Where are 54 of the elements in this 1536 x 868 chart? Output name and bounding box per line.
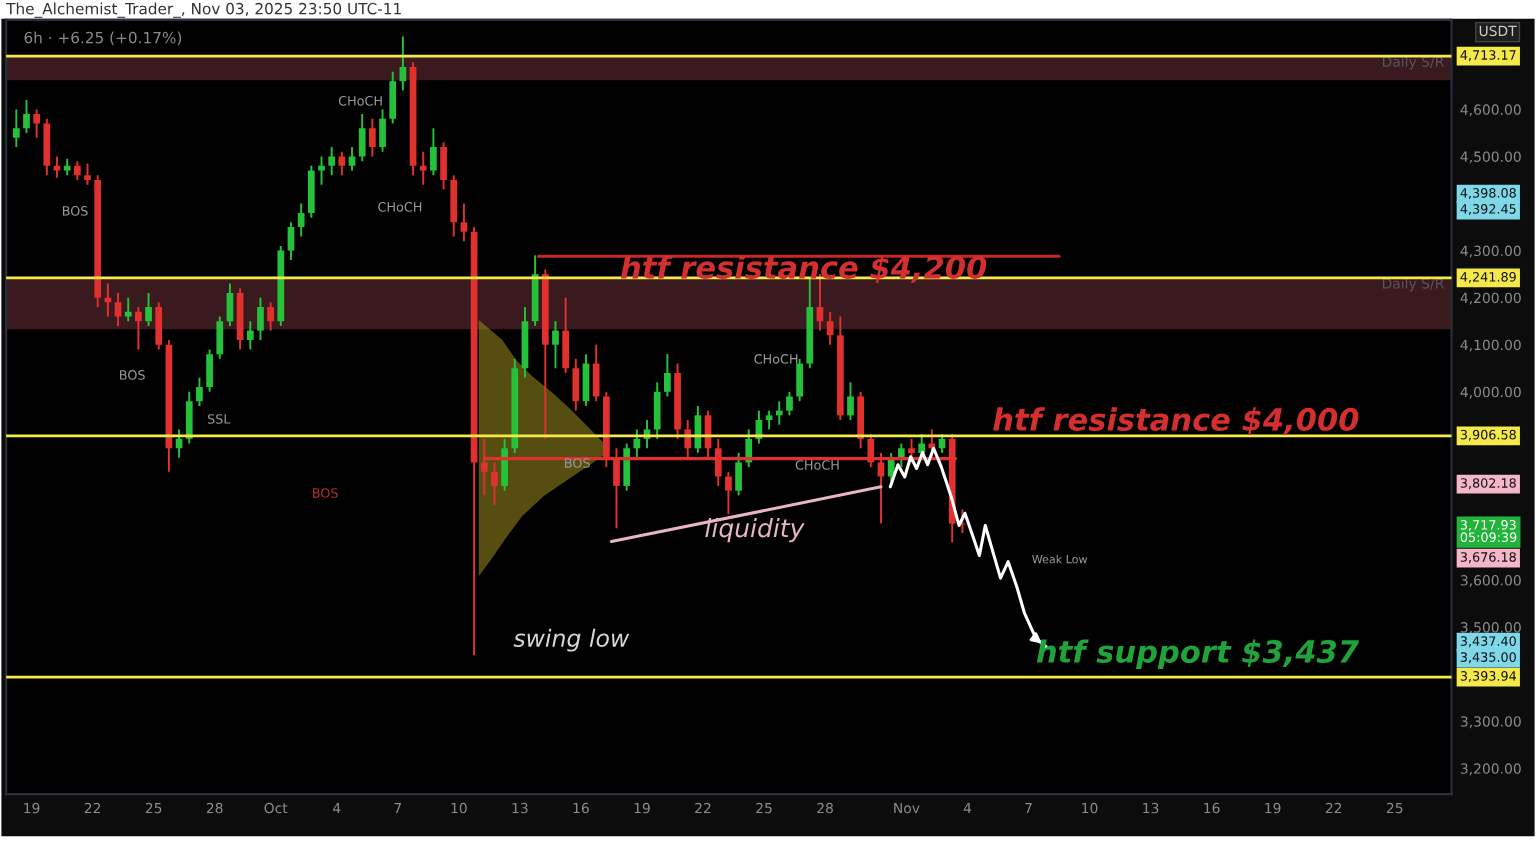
candlestick [318,155,325,186]
candlestick [43,117,51,177]
candlestick [297,202,305,238]
annotation: liquidity [705,518,805,543]
candlestick [623,442,631,492]
candlestick [379,108,386,153]
candlestick [287,221,295,261]
candlestick [572,357,580,412]
candlestick [196,376,203,407]
candlestick [857,390,865,450]
candlestick [735,452,742,497]
candlestick [501,437,508,492]
candlestick [33,108,41,139]
candlestick [155,301,163,351]
annotation: swing low [513,628,630,652]
candlestick [145,291,152,327]
candlestick [348,146,356,172]
candlestick [592,343,600,403]
candlestick [450,174,458,238]
candlestick [257,296,264,341]
candlestick [338,150,346,177]
candlestick [389,70,397,125]
candlestick [84,162,91,186]
candlestick [725,470,732,516]
candlestick [430,127,437,177]
candlestick [552,320,559,370]
candlestick [328,146,336,177]
candlestick [369,117,376,158]
candlestick [562,296,569,374]
candlestick [440,141,447,191]
candlestick [847,381,854,422]
candlestick [206,348,213,393]
candlestick [12,108,20,149]
candlestick [246,320,254,351]
candlestick [419,150,427,186]
candlestick [653,381,661,440]
candlestick [216,315,224,360]
candlestick [267,301,274,332]
candlestick [23,99,30,134]
candlestick [664,353,671,398]
candlestick [796,357,803,403]
candlestick [460,202,468,243]
candlestick [897,442,905,469]
annotation: htf support $3,437 [1036,639,1360,669]
candlestick [307,164,315,219]
candlestick [633,428,641,459]
candlestick [53,155,61,179]
candlestick [786,390,793,417]
candlestick [358,113,366,163]
annotation: htf resistance $4,000 [993,407,1359,436]
candlestick [765,409,773,431]
candlestick [135,306,142,351]
candlestick [185,390,193,445]
candlestick [74,160,81,181]
